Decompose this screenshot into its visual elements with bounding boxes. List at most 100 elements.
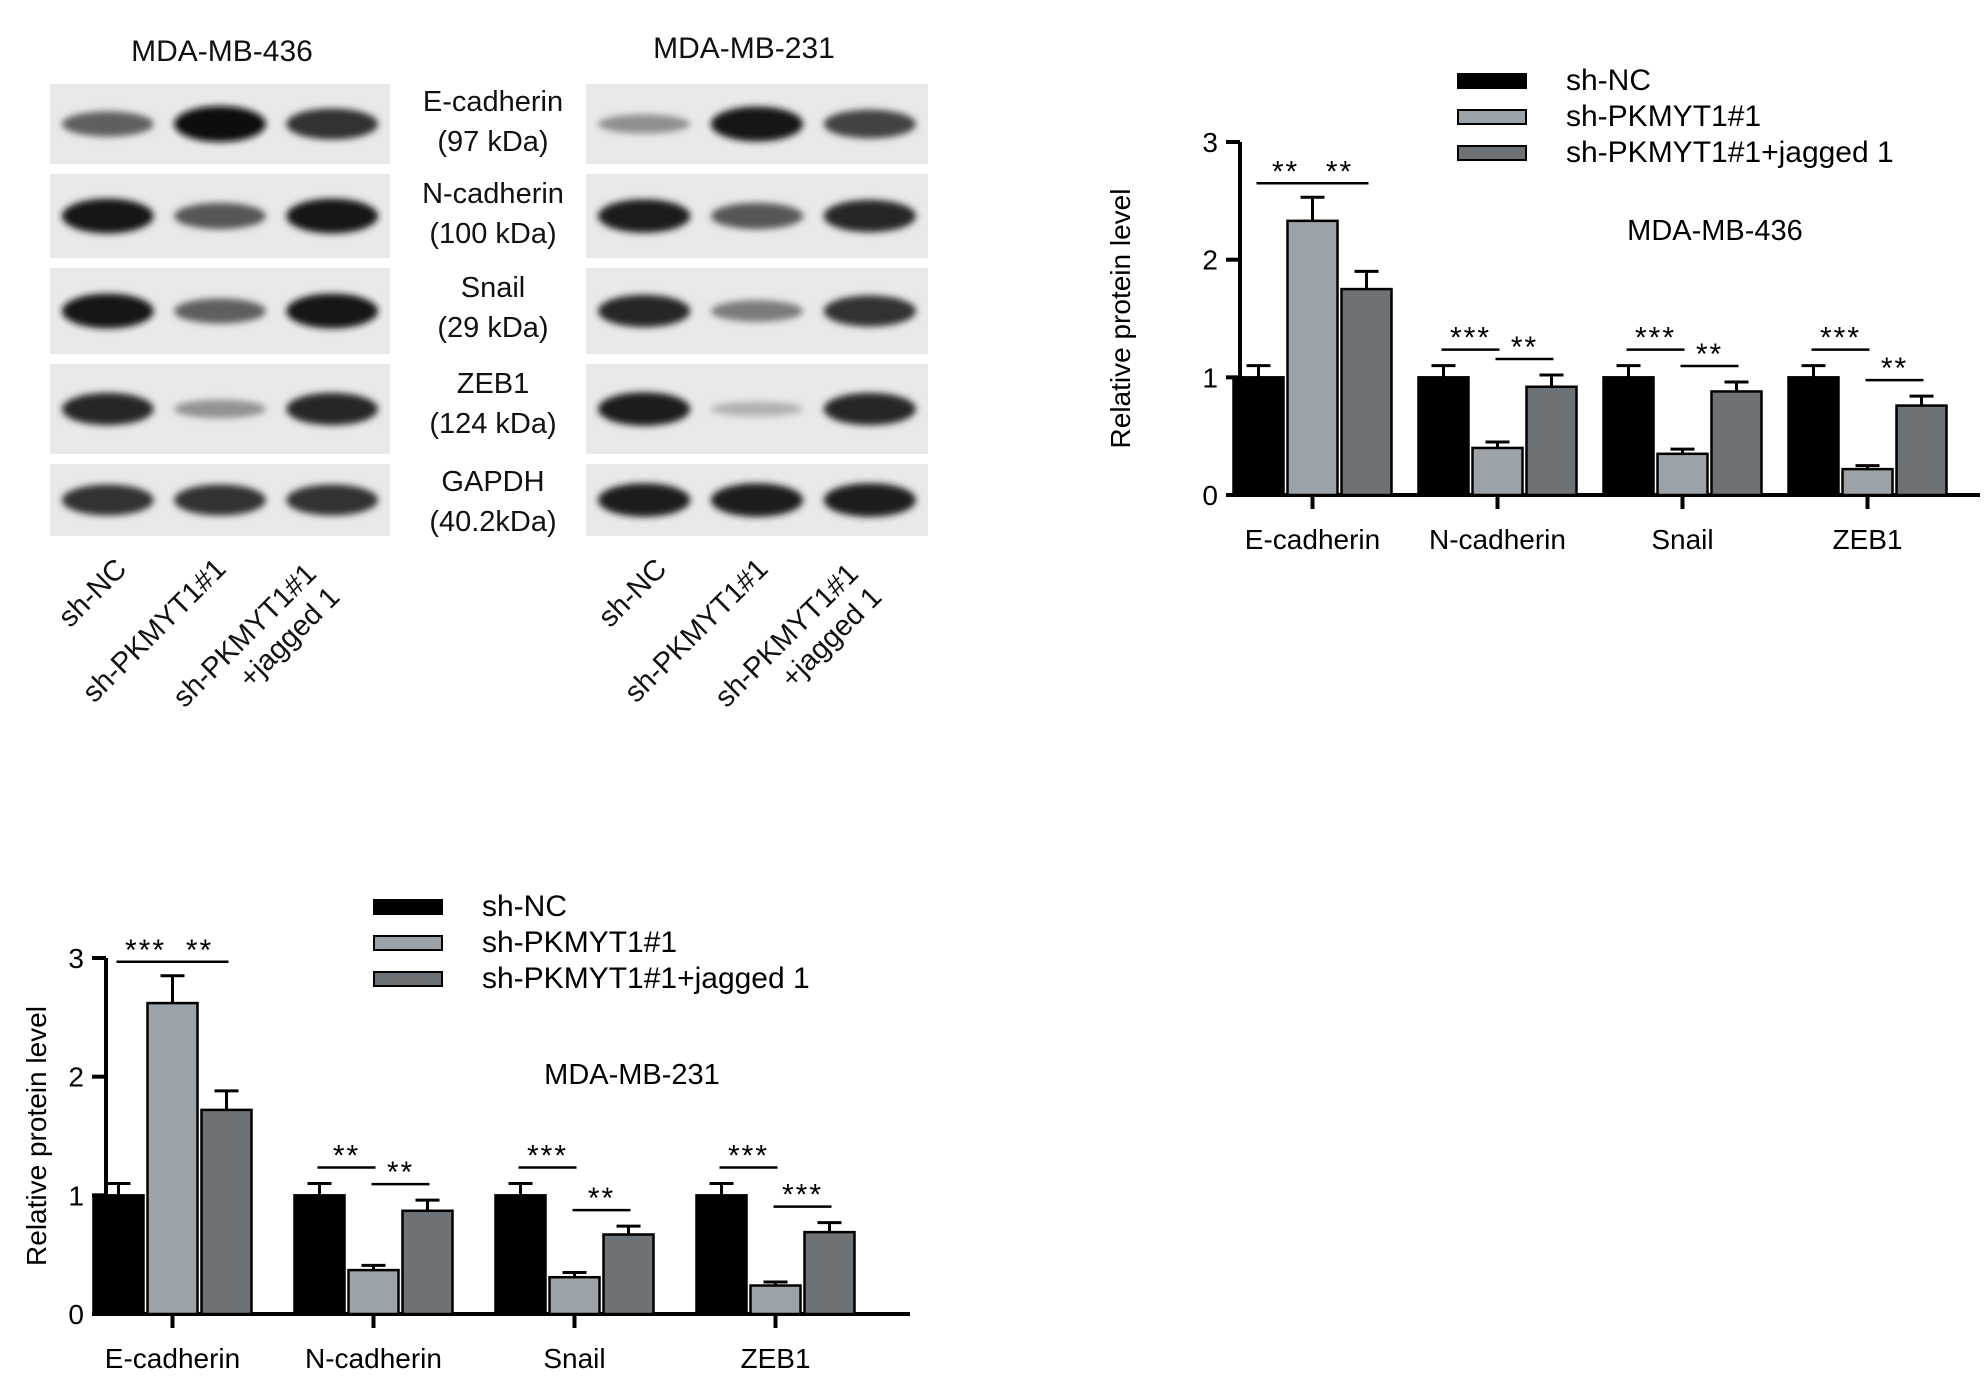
bar-sh-PKMYT1#1+jagged 1	[1525, 385, 1578, 497]
western-blot-mda-mb-436	[50, 84, 390, 536]
blot-strip-n-cadherin	[50, 174, 390, 258]
bar-sh-PKMYT1#1	[1841, 467, 1894, 497]
bar-sh-PKMYT1#1+jagged 1	[401, 1209, 454, 1316]
bar-group-n-cadherin: N-cadherin ** **	[293, 1139, 454, 1370]
y-tick-label: 3	[1202, 127, 1218, 158]
blot-strip-gapdh	[50, 464, 390, 536]
significance-label: ***	[1635, 322, 1676, 355]
marker-name: N-cadherin	[422, 178, 564, 210]
blot-band	[286, 293, 379, 329]
blot-band	[597, 392, 691, 426]
blot-band	[710, 483, 804, 517]
significance-label: **	[333, 1139, 360, 1172]
y-tick-label: 0	[1202, 480, 1218, 511]
blot-band	[710, 300, 804, 322]
legend-label: sh-NC	[1566, 64, 1651, 97]
blot-band	[174, 106, 266, 142]
y-tick-label: 3	[68, 943, 84, 974]
blot-band	[710, 401, 804, 417]
significance-label: **	[387, 1156, 414, 1189]
blot-strip-n-cadherin	[586, 174, 928, 258]
marker-label-zeb1: ZEB1 (124 kDa)	[408, 364, 578, 444]
blot-strip-zeb1	[50, 364, 390, 454]
bar-group-zeb1: ZEB1*****	[1787, 322, 1948, 555]
legend-swatch	[1457, 73, 1527, 89]
significance-label: **	[1272, 155, 1299, 188]
legend-item: sh-PKMYT1#1+jagged 1	[1457, 136, 1894, 169]
blot-band	[823, 392, 917, 426]
significance-label: ***	[125, 934, 166, 967]
legend-label: sh-PKMYT1#1+jagged 1	[1566, 136, 1894, 169]
bar-sh-PKMYT1#1	[1656, 452, 1709, 497]
significance-label: **	[588, 1182, 615, 1215]
significance-label: **	[1881, 352, 1908, 385]
y-tick-label: 0	[68, 1299, 84, 1330]
chart-title: MDA-MB-436	[1627, 215, 1803, 247]
bar-sh-NC	[1787, 376, 1840, 497]
lane-label-sh-nc: sh-NC	[592, 552, 673, 634]
y-tick-label: 1	[1202, 362, 1218, 393]
legend-swatch	[373, 899, 443, 915]
x-tick-label: Snail	[1651, 524, 1713, 555]
marker-name: E-cadherin	[422, 86, 564, 118]
blot-band	[61, 392, 154, 426]
bar-sh-NC	[1232, 376, 1285, 497]
bar-sh-PKMYT1#1	[146, 1001, 199, 1316]
bar-group-e-cadherin: E-cadherin*** **	[92, 934, 253, 1370]
blot-band	[61, 198, 154, 234]
bar-group-snail: Snail*****	[1602, 322, 1763, 555]
bar-sh-PKMYT1#1+jagged 1	[803, 1230, 856, 1316]
bar-sh-PKMYT1#1	[749, 1284, 802, 1316]
blot-band	[710, 106, 804, 142]
blot-band	[597, 114, 691, 134]
blot-band	[710, 202, 804, 230]
significance-label: **	[1696, 338, 1723, 371]
y-axis-label: Relative protein level	[21, 1006, 52, 1266]
significance-label: **	[1326, 155, 1353, 188]
chart-title: MDA-MB-231	[544, 1059, 720, 1091]
significance-label: ***	[527, 1139, 568, 1172]
wb-title-mda-mb-231: MDA-MB-231	[653, 32, 835, 65]
significance-label: ***	[1820, 322, 1861, 355]
legend-item: sh-PKMYT1#1+jagged 1	[373, 962, 810, 995]
blot-strip-e-cadherin	[586, 84, 928, 164]
legend-swatch	[373, 971, 443, 987]
bar-sh-PKMYT1#1+jagged 1	[1895, 404, 1948, 497]
legend-swatch	[1457, 145, 1527, 161]
wb-title-mda-mb-436: MDA-MB-436	[131, 35, 313, 68]
bar-sh-PKMYT1#1+jagged 1	[200, 1108, 253, 1316]
legend-swatch	[373, 935, 443, 951]
lane-label-sh-nc: sh-NC	[52, 552, 133, 634]
bar-sh-PKMYT1#1	[548, 1275, 601, 1316]
blot-band	[174, 399, 266, 419]
blot-band	[61, 484, 154, 516]
bar-sh-NC	[695, 1194, 748, 1316]
legend-item: sh-NC	[1457, 64, 1651, 97]
marker-name: GAPDH	[441, 466, 545, 498]
blot-band	[823, 199, 917, 233]
y-tick-label: 2	[68, 1062, 84, 1093]
bar-sh-PKMYT1#1+jagged 1	[1340, 287, 1393, 497]
blot-band	[174, 484, 266, 516]
blot-band	[174, 202, 266, 230]
marker-label-snail: Snail (29 kDa)	[408, 268, 578, 348]
blot-band	[597, 199, 691, 233]
bar-sh-PKMYT1#1+jagged 1	[1710, 390, 1763, 497]
marker-mw: (100 kDa)	[429, 218, 557, 250]
bar-sh-NC	[92, 1194, 145, 1316]
bar-sh-PKMYT1#1	[1286, 219, 1339, 497]
marker-mw: (29 kDa)	[437, 312, 549, 344]
x-tick-label: N-cadherin	[1429, 524, 1566, 555]
legend-label: sh-PKMYT1#1+jagged 1	[482, 962, 810, 995]
bar-sh-NC	[494, 1194, 547, 1316]
y-tick-label: 2	[1202, 245, 1218, 276]
legend-label: sh-NC	[482, 890, 567, 923]
legend-swatch	[1457, 109, 1527, 125]
x-tick-label: ZEB1	[1832, 524, 1902, 555]
bar-group-snail: Snail*****	[494, 1139, 655, 1370]
blot-band	[286, 108, 379, 140]
